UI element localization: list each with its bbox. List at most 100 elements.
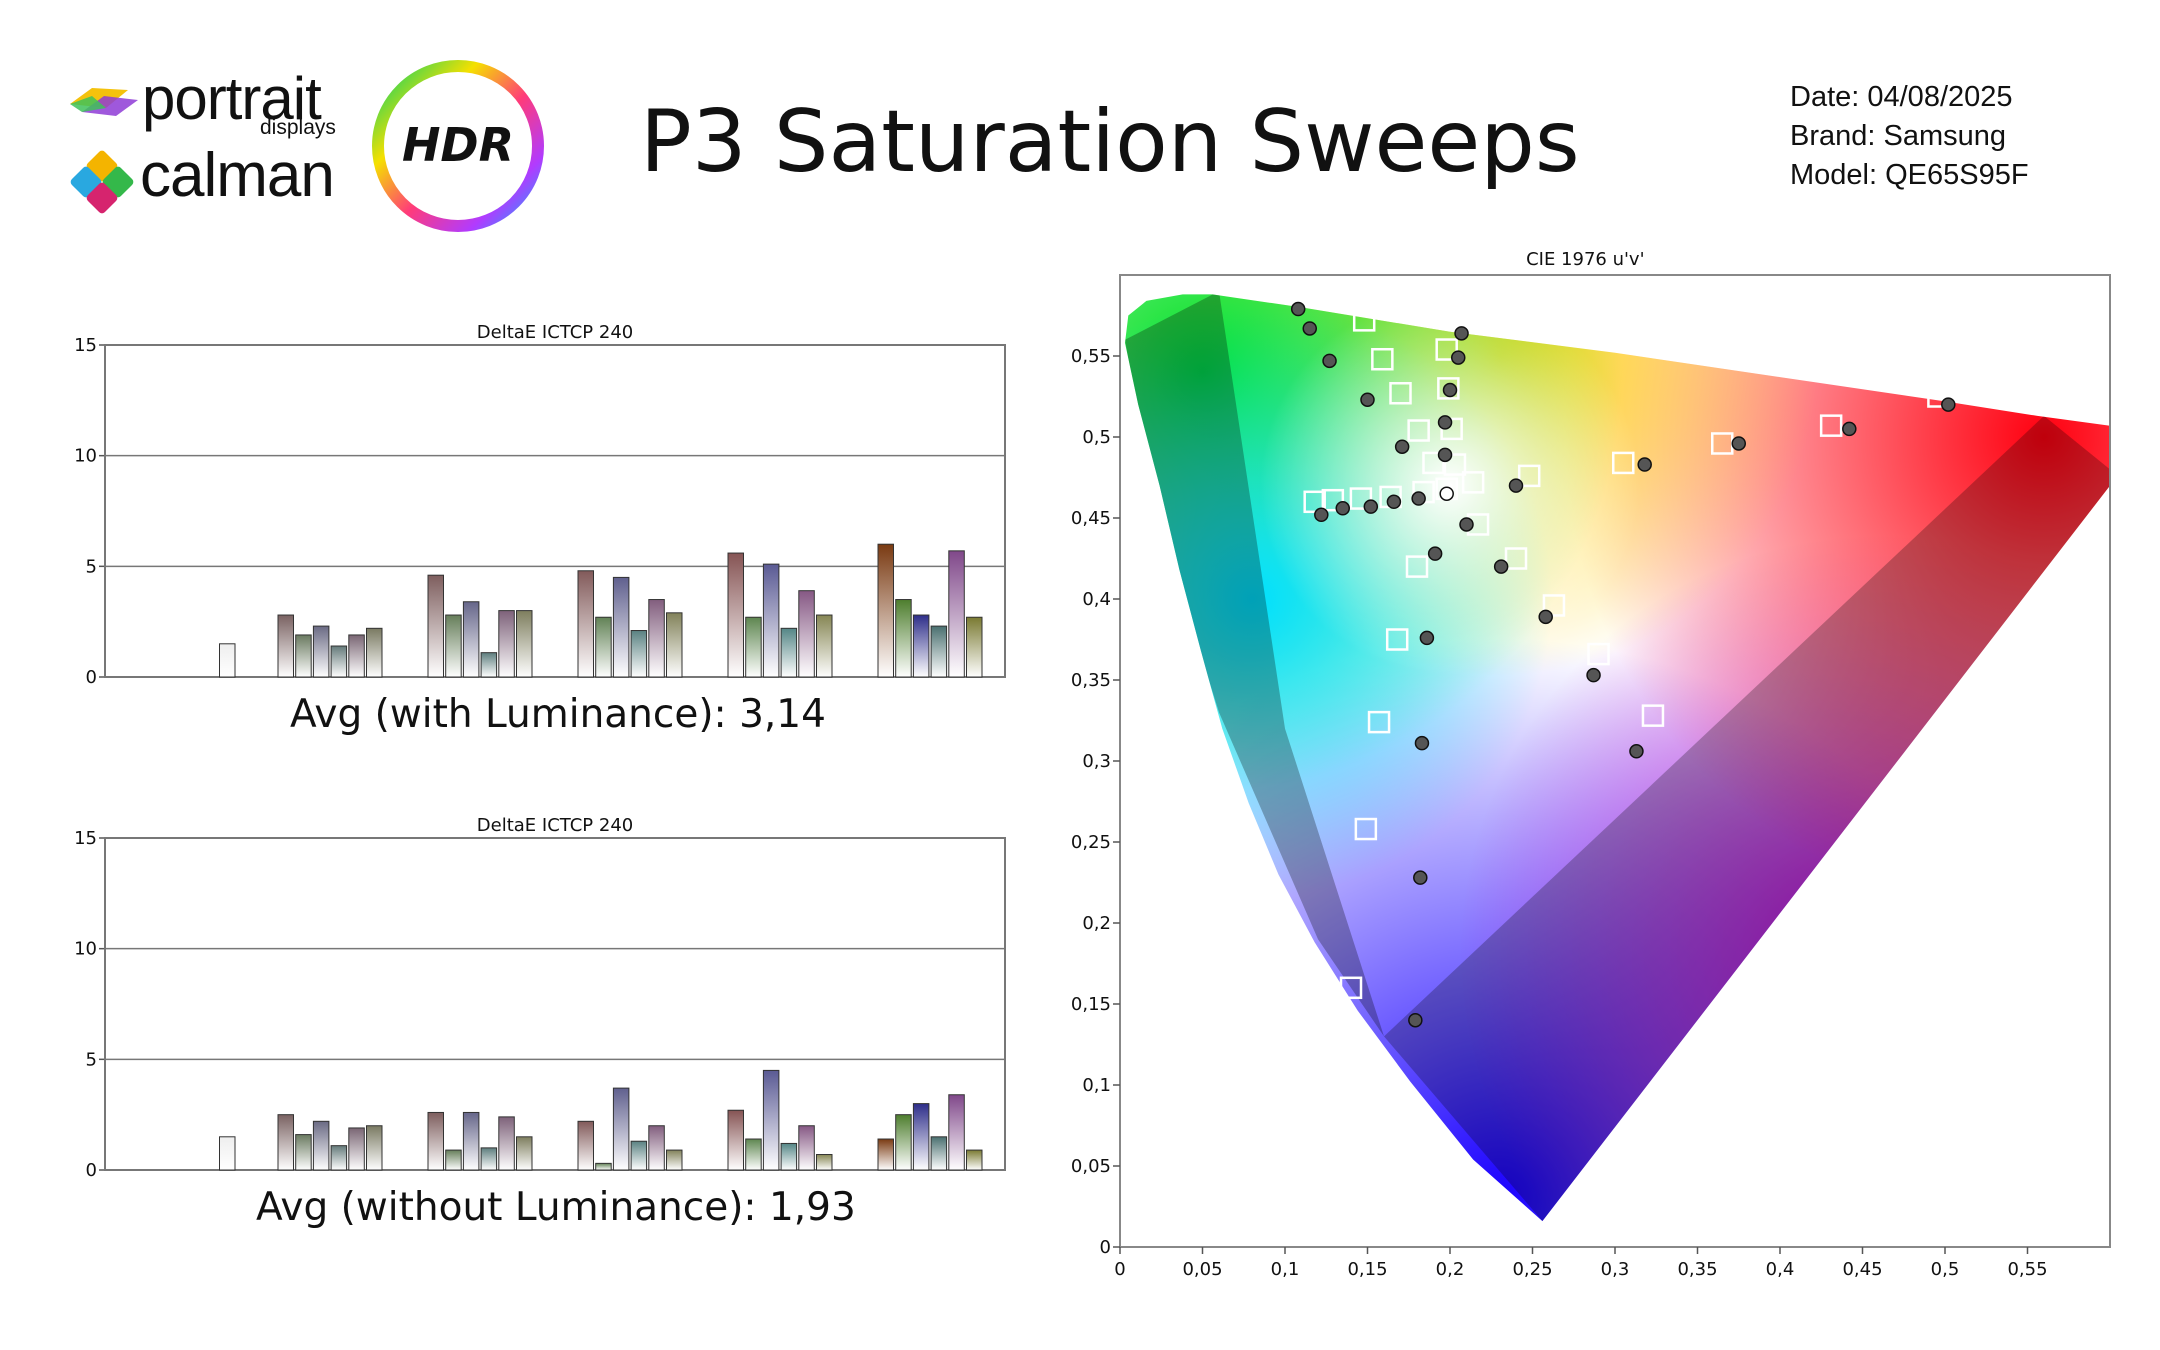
measured-point	[1842, 421, 1857, 437]
measured-point	[1451, 350, 1466, 365]
target-marker	[1461, 471, 1485, 494]
target-marker	[1437, 377, 1460, 400]
target-marker	[1352, 309, 1376, 332]
chart-title: DeltaE ICTCP 240	[477, 815, 633, 836]
bar	[780, 627, 798, 678]
hdr-badge-text: HDR	[402, 118, 514, 172]
measured-point	[1586, 667, 1601, 683]
bar	[219, 1136, 236, 1171]
bar	[277, 614, 294, 678]
bar	[948, 550, 965, 678]
bar	[877, 543, 894, 678]
report-brand: Brand: Samsung	[1790, 120, 2007, 152]
measured-point	[1437, 447, 1453, 463]
measured-point	[1493, 559, 1509, 574]
bar	[516, 610, 533, 678]
measured-point	[1302, 321, 1317, 336]
bar	[312, 1120, 330, 1171]
measured-point	[1414, 735, 1430, 751]
bar	[798, 590, 815, 678]
x-tick-label: 0,1	[1271, 1259, 1300, 1280]
target-marker	[1367, 710, 1391, 734]
measured-point	[1454, 326, 1469, 341]
bar	[930, 625, 948, 678]
target-marker	[1354, 817, 1378, 841]
x-tick-label: 0	[1114, 1259, 1125, 1280]
bar	[745, 616, 762, 678]
bar	[277, 1114, 294, 1171]
measured-point	[1363, 499, 1379, 514]
y-tick-label: 0,3	[1082, 751, 1111, 772]
report-date: Date: 04/08/2025	[1790, 81, 2013, 113]
y-tick-label: 0,25	[1071, 832, 1111, 853]
plot-frame	[104, 344, 1006, 678]
target-marker	[1371, 347, 1394, 371]
target-marker	[1407, 419, 1430, 442]
bar	[648, 599, 665, 678]
bar	[445, 1149, 462, 1171]
target-marker	[1927, 385, 1950, 408]
bar	[780, 1142, 798, 1171]
y-tick-label: 15	[74, 828, 97, 849]
report-meta: Date: 04/08/2025 Brand: Samsung Model: Q…	[1790, 78, 2029, 195]
bar	[745, 1138, 762, 1171]
x-tick-label: 0,35	[1677, 1259, 1717, 1280]
bar	[930, 1136, 948, 1171]
target-marker	[1612, 451, 1635, 475]
report-model: Model: QE65S95F	[1790, 159, 2029, 191]
y-tick-label: 0,55	[1071, 346, 1111, 367]
bar	[895, 599, 912, 678]
bar	[912, 1103, 930, 1171]
bar	[445, 614, 462, 678]
bar	[295, 1134, 312, 1171]
measured-point	[1459, 517, 1474, 532]
measured-point	[1419, 630, 1435, 646]
bar	[295, 634, 312, 678]
target-marker	[1587, 642, 1610, 666]
bar	[798, 1125, 815, 1171]
target-marker	[1440, 417, 1463, 441]
measured-point	[1637, 457, 1652, 472]
portrait-logo-text: portrait	[142, 65, 322, 132]
spectral-locus-fill	[1125, 294, 2110, 1222]
measured-point	[1314, 507, 1329, 523]
target-marker	[1433, 299, 1457, 322]
target-marker	[1422, 451, 1445, 475]
bar	[595, 1162, 612, 1171]
portrait-displays-logo-icon	[70, 88, 138, 116]
target-marker	[1443, 453, 1467, 476]
y-tick-label: 0,35	[1071, 670, 1111, 691]
y-tick-label: 0,2	[1082, 913, 1111, 934]
plot-frame	[104, 837, 1006, 1171]
x-tick-label: 0,05	[1182, 1259, 1222, 1280]
measured-point	[1335, 501, 1350, 516]
chart-title: DeltaE ICTCP 240	[477, 322, 633, 343]
bar	[330, 645, 348, 678]
bar	[366, 627, 383, 678]
hdr-badge-icon: HDR	[372, 60, 544, 232]
bar	[948, 1094, 965, 1171]
target-marker	[1349, 487, 1373, 510]
displays-logo-text: displays	[260, 116, 336, 139]
bar	[312, 625, 330, 678]
bar	[816, 614, 833, 678]
target-marker	[1504, 547, 1528, 570]
bar	[895, 1114, 912, 1171]
avg-with-luminance: Avg (with Luminance): 3,14	[290, 692, 826, 737]
y-tick-label: 10	[74, 939, 97, 960]
chart-title: CIE 1976 u'v'	[1526, 249, 1644, 270]
bar	[648, 1125, 665, 1171]
x-tick-label: 0,45	[1842, 1259, 1882, 1280]
target-marker	[1405, 555, 1429, 578]
y-tick-label: 10	[74, 446, 97, 467]
bar	[727, 1109, 744, 1171]
bar	[966, 1149, 983, 1171]
y-tick-label: 0,4	[1082, 589, 1111, 610]
measured-point	[1394, 439, 1410, 454]
calman-logo-text: calman	[140, 141, 335, 210]
bar	[348, 634, 365, 678]
bar	[912, 614, 930, 678]
measured-point	[1386, 494, 1402, 510]
bar	[498, 1116, 515, 1171]
x-tick-label: 0,55	[2007, 1259, 2047, 1280]
